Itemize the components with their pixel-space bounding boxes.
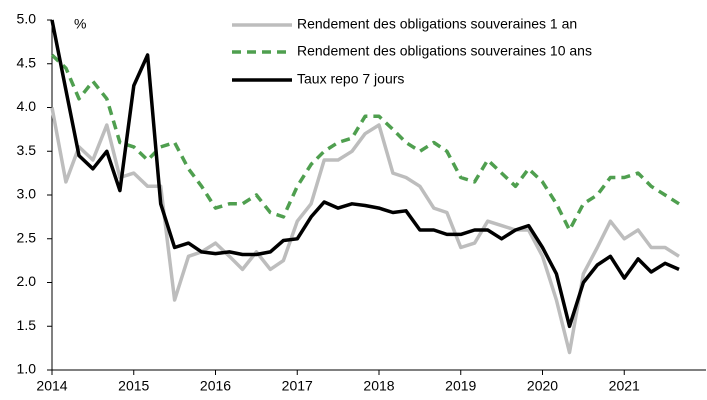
- x-tick-label: 2015: [118, 378, 149, 394]
- unit-annotation: %: [74, 16, 86, 32]
- x-tick-label: 2016: [200, 378, 231, 394]
- legend-label: Rendement des obligations souveraines 10…: [297, 43, 592, 59]
- series-line: [50, 107, 680, 355]
- legend-label: Rendement des obligations souveraines 1 …: [297, 16, 577, 32]
- legend-label: Taux repo 7 jours: [297, 71, 404, 87]
- x-tick-label: 2019: [445, 378, 476, 394]
- y-tick-label: 3.0: [17, 186, 37, 202]
- x-tick-label: 2020: [527, 378, 558, 394]
- series-line: [50, 19, 680, 329]
- y-tick-label: 5.0: [17, 11, 37, 27]
- x-tick-label: 2017: [282, 378, 313, 394]
- y-tick-label: 1.5: [17, 317, 37, 333]
- x-tick-label: 2021: [609, 378, 640, 394]
- y-tick-label: 4.5: [17, 54, 37, 70]
- y-tick-label: 1.0: [17, 361, 37, 377]
- y-tick-label: 4.0: [17, 98, 37, 114]
- y-tick-label: 2.5: [17, 229, 37, 245]
- x-tick-label: 2014: [36, 378, 67, 394]
- y-tick-label: 3.5: [17, 142, 37, 158]
- x-tick-label: 2018: [363, 378, 394, 394]
- y-tick-label: 2.0: [17, 273, 37, 289]
